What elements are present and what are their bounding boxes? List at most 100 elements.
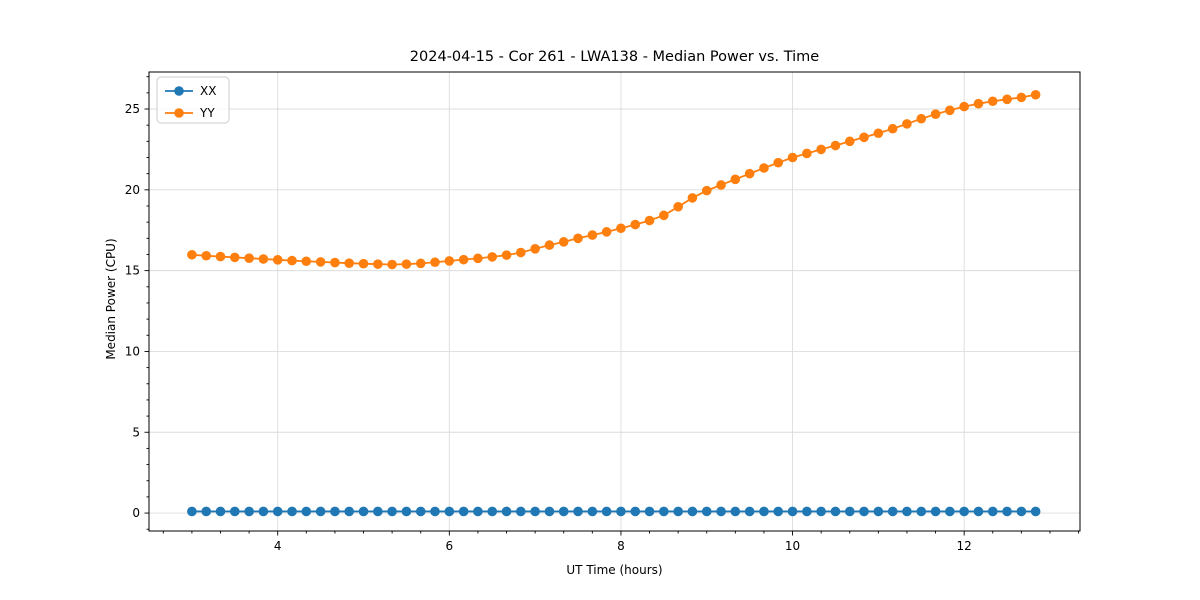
legend-marker-icon (174, 86, 184, 96)
data-point-marker (902, 506, 912, 517)
data-point-marker (215, 506, 226, 517)
y-tick-label: 20 (125, 183, 140, 197)
data-point-marker (659, 210, 669, 221)
legend-item-YY: YY (165, 106, 215, 120)
y-axis-label: Median Power (CPU) (104, 238, 118, 360)
axis-ticks (144, 76, 1080, 536)
data-point-marker (744, 168, 755, 179)
data-point-marker (945, 506, 955, 517)
series-XX (187, 506, 1041, 517)
data-point-marker (716, 506, 726, 517)
data-point-marker (515, 247, 526, 258)
data-point-marker (373, 506, 383, 517)
y-tick-label: 0 (132, 506, 140, 520)
data-point-marker (844, 136, 855, 147)
data-point-marker (873, 128, 884, 139)
data-point-marker (301, 506, 312, 517)
data-point-marker (415, 506, 426, 517)
data-point-marker (945, 105, 955, 116)
x-tick-label: 12 (957, 539, 972, 553)
legend-label: XX (200, 84, 216, 98)
data-point-marker (744, 506, 755, 517)
data-point-marker (830, 506, 841, 517)
data-point-marker (387, 259, 397, 270)
data-point-marker (473, 253, 483, 264)
legend-label: YY (199, 106, 215, 120)
data-point-marker (444, 506, 455, 517)
x-axis-label: UT Time (hours) (566, 563, 663, 577)
data-point-marker (930, 506, 941, 517)
data-point-marker (258, 506, 269, 517)
data-point-marker (644, 506, 655, 517)
y-tick-label: 5 (132, 425, 140, 439)
data-point-marker (287, 255, 297, 266)
x-tick-label: 6 (446, 539, 454, 553)
data-point-marker (616, 506, 626, 517)
data-point-marker (258, 254, 269, 264)
gridlines (149, 72, 1080, 531)
data-point-marker (315, 257, 326, 267)
data-point-marker (358, 258, 369, 269)
data-point-marker (987, 506, 998, 517)
data-point-marker (444, 256, 455, 266)
data-point-marker (687, 506, 698, 517)
data-point-marker (401, 259, 412, 269)
data-point-marker (1002, 506, 1012, 517)
data-point-marker (973, 506, 984, 517)
data-point-marker (659, 506, 669, 517)
data-point-marker (515, 506, 526, 517)
data-point-marker (644, 215, 655, 226)
data-point-marker (201, 506, 212, 517)
data-point-marker (530, 506, 540, 517)
data-point-marker (701, 185, 712, 196)
data-point-marker (673, 506, 683, 517)
data-point-marker (201, 250, 212, 261)
legend-marker-icon (174, 108, 184, 118)
legend: XX YY (156, 76, 230, 124)
data-point-marker (387, 506, 397, 517)
data-point-marker (859, 132, 869, 143)
data-point-marker (215, 251, 226, 262)
data-point-marker (373, 259, 383, 269)
data-point-marker (816, 506, 826, 517)
data-point-marker (787, 152, 798, 163)
data-point-marker (401, 506, 412, 517)
data-point-marker (430, 257, 440, 268)
data-point-marker (601, 227, 612, 237)
data-point-marker (330, 257, 340, 268)
data-point-marker (558, 237, 569, 247)
x-tick-label: 4 (274, 539, 282, 553)
data-point-marker (473, 506, 483, 517)
data-point-marker (916, 113, 927, 124)
tick-labels: 4 6 8 10 12 0 5 10 15 20 25 (125, 102, 972, 553)
data-point-marker (730, 506, 741, 517)
x-tick-label: 10 (785, 539, 800, 553)
data-point-marker (458, 506, 469, 517)
data-point-marker (487, 252, 498, 262)
data-point-marker (601, 506, 612, 517)
data-point-marker (873, 506, 884, 517)
data-point-marker (959, 506, 969, 517)
data-point-marker (301, 256, 312, 267)
data-point-marker (358, 506, 369, 517)
data-point-marker (830, 140, 841, 151)
data-point-marker (530, 244, 540, 254)
data-point-marker (544, 506, 555, 517)
data-point-marker (244, 253, 254, 263)
data-point-marker (272, 506, 283, 517)
data-point-marker (816, 144, 826, 155)
data-point-marker (787, 506, 798, 517)
data-point-marker (630, 219, 641, 230)
axes-frame (148, 71, 1081, 532)
data-point-marker (959, 101, 969, 112)
data-point-marker (630, 506, 641, 517)
data-point-marker (902, 119, 912, 129)
data-point-marker (759, 163, 769, 173)
data-point-marker (573, 233, 583, 244)
data-point-marker (344, 258, 354, 268)
data-point-marker (802, 148, 812, 159)
data-point-marker (887, 506, 898, 517)
data-point-marker (730, 174, 741, 185)
